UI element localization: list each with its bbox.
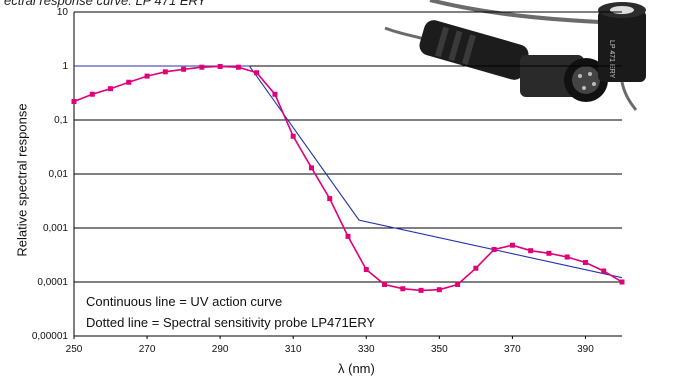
probe-data-point bbox=[528, 248, 534, 254]
probe-data-point bbox=[382, 281, 388, 287]
probe-data-point bbox=[473, 265, 479, 271]
probe-photo: LP 471 ERY bbox=[384, 0, 646, 111]
probe-data-point bbox=[455, 281, 461, 287]
x-tick-label: 270 bbox=[139, 344, 156, 355]
svg-text:LP 471 ERY: LP 471 ERY bbox=[608, 40, 615, 79]
probe-data-point bbox=[345, 233, 351, 239]
x-tick-label: 290 bbox=[212, 344, 229, 355]
probe-data-point bbox=[108, 86, 114, 92]
uv-action-line bbox=[74, 65, 623, 279]
y-tick-label: 0,0001 bbox=[37, 277, 68, 288]
probe-data-point bbox=[564, 254, 570, 260]
probe-data-point bbox=[619, 279, 625, 285]
probe-data-point bbox=[601, 268, 607, 274]
y-tick-label: 1 bbox=[62, 61, 68, 72]
probe-data-point bbox=[290, 133, 296, 139]
probe-data-point bbox=[509, 242, 515, 248]
tick-labels: 10 1 0,1 0,01 0,001 0,0001 0,00001 250 270 290 310… bbox=[32, 7, 594, 355]
chart-title: ectral response curve: LP 471 ERY bbox=[4, 0, 207, 8]
x-tick-label: 370 bbox=[504, 344, 521, 355]
probe-sensitivity-line bbox=[73, 65, 623, 292]
probe-data-point bbox=[308, 165, 314, 171]
probe-data-point bbox=[126, 79, 132, 85]
probe-data-point bbox=[181, 66, 187, 72]
probe-data-point bbox=[254, 70, 260, 76]
probe-data-point bbox=[400, 286, 406, 292]
y-tick-label: 0,00001 bbox=[32, 331, 69, 342]
probe-data-point bbox=[363, 267, 369, 273]
connector-plug bbox=[419, 20, 608, 102]
x-tick-label: 250 bbox=[66, 344, 83, 355]
probe-data-point bbox=[71, 99, 77, 105]
x-tick-label: 310 bbox=[285, 344, 302, 355]
x-tick-label: 350 bbox=[431, 344, 448, 355]
probe-data-point bbox=[144, 73, 150, 79]
legend-line-1: Continuous line = UV action curve bbox=[86, 294, 283, 309]
probe-data-point bbox=[217, 63, 223, 69]
legend-line-2: Dotted line = Spectral sensitivity probe… bbox=[86, 315, 376, 330]
y-tick-label: 0,001 bbox=[43, 223, 68, 234]
probe-data-point bbox=[582, 259, 588, 265]
probe-cable bbox=[429, 0, 601, 24]
probe-data-point bbox=[272, 91, 278, 97]
y-tick-label: 10 bbox=[57, 7, 69, 18]
y-axis-label: Relative spectral response bbox=[14, 103, 30, 257]
probe-data-point bbox=[162, 69, 168, 75]
probe-data-point bbox=[491, 246, 497, 252]
probe-data-point bbox=[436, 287, 442, 293]
probe-data-point bbox=[546, 250, 552, 256]
probe-data-point bbox=[418, 287, 424, 293]
probe-data-point bbox=[327, 196, 333, 202]
y-tick-label: 0,1 bbox=[54, 115, 68, 126]
x-axis-label: λ (nm) bbox=[338, 361, 375, 376]
probe-data-point bbox=[235, 64, 241, 70]
series-lines bbox=[71, 63, 625, 293]
probe-body: LP 471 ERY bbox=[598, 2, 646, 111]
y-tick-label: 0,01 bbox=[49, 169, 69, 180]
probe-data-point bbox=[199, 64, 205, 70]
x-tick-label: 330 bbox=[358, 344, 375, 355]
probe-data-point bbox=[89, 91, 95, 97]
x-tick-label: 390 bbox=[577, 344, 594, 355]
